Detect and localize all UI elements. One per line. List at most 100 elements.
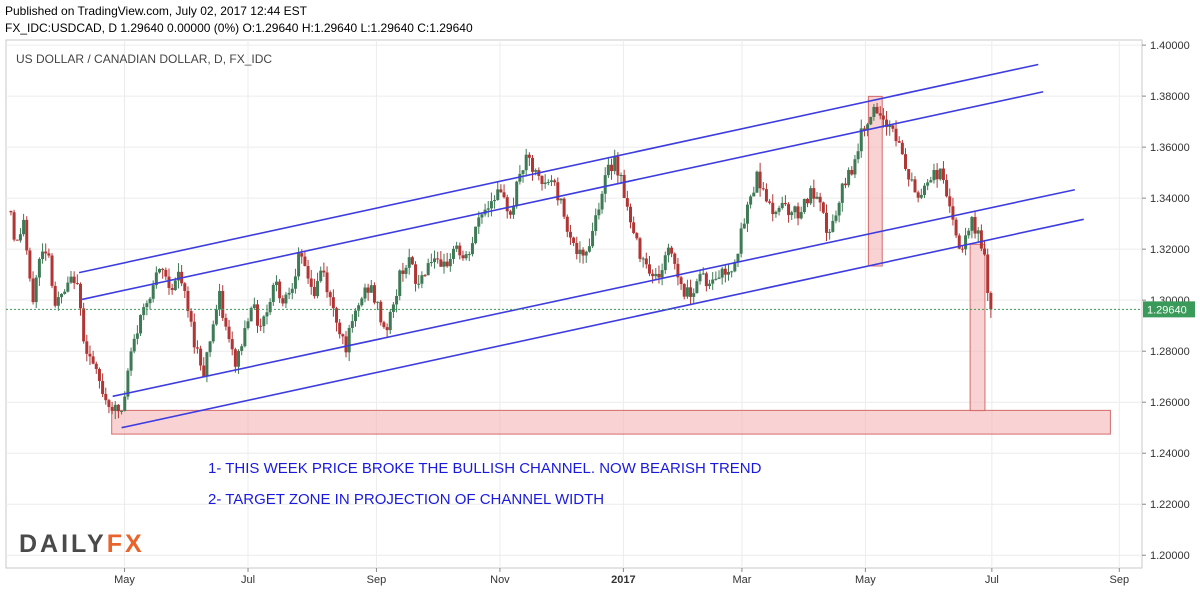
candle-body	[957, 235, 961, 249]
candle-body	[603, 175, 607, 194]
candle-body	[385, 327, 389, 331]
candle-body	[508, 211, 512, 215]
candle-body	[470, 243, 474, 255]
candle-body	[768, 201, 772, 203]
candle-body	[322, 270, 326, 273]
candle-body	[91, 356, 95, 364]
candle-body	[752, 192, 756, 197]
candle-body	[527, 154, 531, 158]
candle-body	[145, 303, 149, 308]
candle-body	[256, 304, 260, 326]
candle-body	[878, 113, 882, 116]
candle-body	[287, 292, 291, 295]
candle-body	[862, 128, 866, 131]
candle-body	[635, 233, 639, 239]
candle-body	[856, 151, 860, 160]
candle-body	[973, 217, 977, 234]
candle-body	[524, 154, 528, 171]
candle-body	[673, 253, 677, 264]
candle-body	[69, 276, 73, 283]
candle-body	[723, 268, 727, 275]
candle-body	[135, 333, 139, 339]
candle-body	[787, 204, 791, 216]
candle-body	[783, 202, 787, 205]
candle-body	[922, 185, 926, 195]
candle-body	[47, 253, 51, 256]
candle-body	[312, 286, 316, 297]
candle-body	[120, 410, 124, 412]
candle-body	[859, 128, 863, 152]
candle-body	[654, 273, 658, 277]
candle-body	[464, 254, 468, 259]
candle-body	[606, 164, 610, 176]
y-tick-label: 1.38000	[1150, 91, 1190, 103]
candle-body	[56, 297, 60, 306]
candle-body	[553, 180, 557, 183]
candle-body	[967, 230, 971, 236]
candle-body	[714, 278, 718, 280]
candle-body	[129, 351, 133, 371]
candle-body	[742, 223, 746, 229]
candle-body	[736, 253, 740, 262]
candle-body	[568, 231, 572, 238]
candle-body	[477, 217, 481, 227]
candle-body	[847, 169, 851, 186]
candle-body	[41, 251, 45, 260]
candle-body	[309, 278, 313, 287]
candle-body	[502, 192, 506, 198]
candle-body	[559, 198, 563, 201]
candle-body	[407, 257, 411, 268]
candle-body	[82, 308, 86, 342]
y-tick-label: 1.40000	[1150, 40, 1190, 52]
candle-body	[9, 210, 13, 213]
candle-body	[964, 235, 968, 250]
candle-body	[549, 180, 553, 182]
x-tick-label: Jul	[241, 574, 255, 586]
candle-body	[900, 142, 904, 155]
candle-body	[666, 247, 670, 256]
published-header: Published on TradingView.com, July 02, 2…	[5, 4, 307, 18]
candle-body	[806, 198, 810, 204]
candle-body	[211, 324, 215, 342]
candle-body	[319, 270, 323, 282]
candle-body	[265, 312, 269, 317]
candle-body	[651, 273, 655, 277]
candle-body	[34, 277, 38, 303]
candle-body	[755, 171, 759, 193]
candle-body	[749, 196, 753, 205]
candle-body	[496, 189, 500, 200]
candle-body	[584, 251, 588, 256]
candle-body	[556, 182, 560, 201]
candle-body	[379, 301, 383, 323]
candle-body	[970, 217, 974, 231]
candle-body	[704, 273, 708, 287]
candle-body	[391, 304, 395, 312]
candle-body	[761, 188, 765, 190]
chart-title: US DOLLAR / CANADIAN DOLLAR, D, FX_IDC	[16, 52, 272, 66]
candle-body	[417, 283, 421, 285]
candle-body	[960, 248, 964, 250]
candle-body	[480, 214, 484, 218]
candle-body	[543, 182, 547, 184]
candle-body	[926, 182, 930, 186]
candle-body	[818, 196, 822, 203]
candle-body	[689, 287, 693, 297]
candle-body	[638, 238, 642, 259]
candle-body	[31, 278, 35, 303]
candle-body	[698, 274, 702, 282]
candle-body	[281, 298, 285, 304]
candle-body	[221, 290, 225, 318]
candle-body	[50, 255, 54, 286]
candle-body	[764, 189, 768, 202]
candle-body	[88, 353, 92, 357]
candle-body	[284, 294, 288, 304]
candle-body	[613, 156, 617, 172]
candle-body	[796, 206, 800, 219]
candle-body	[891, 125, 895, 129]
candle-body	[935, 169, 939, 180]
x-tick-label: Nov	[490, 574, 510, 586]
y-tick-label: 1.32000	[1150, 244, 1190, 256]
candle-body	[954, 219, 958, 236]
candle-body	[591, 230, 595, 247]
